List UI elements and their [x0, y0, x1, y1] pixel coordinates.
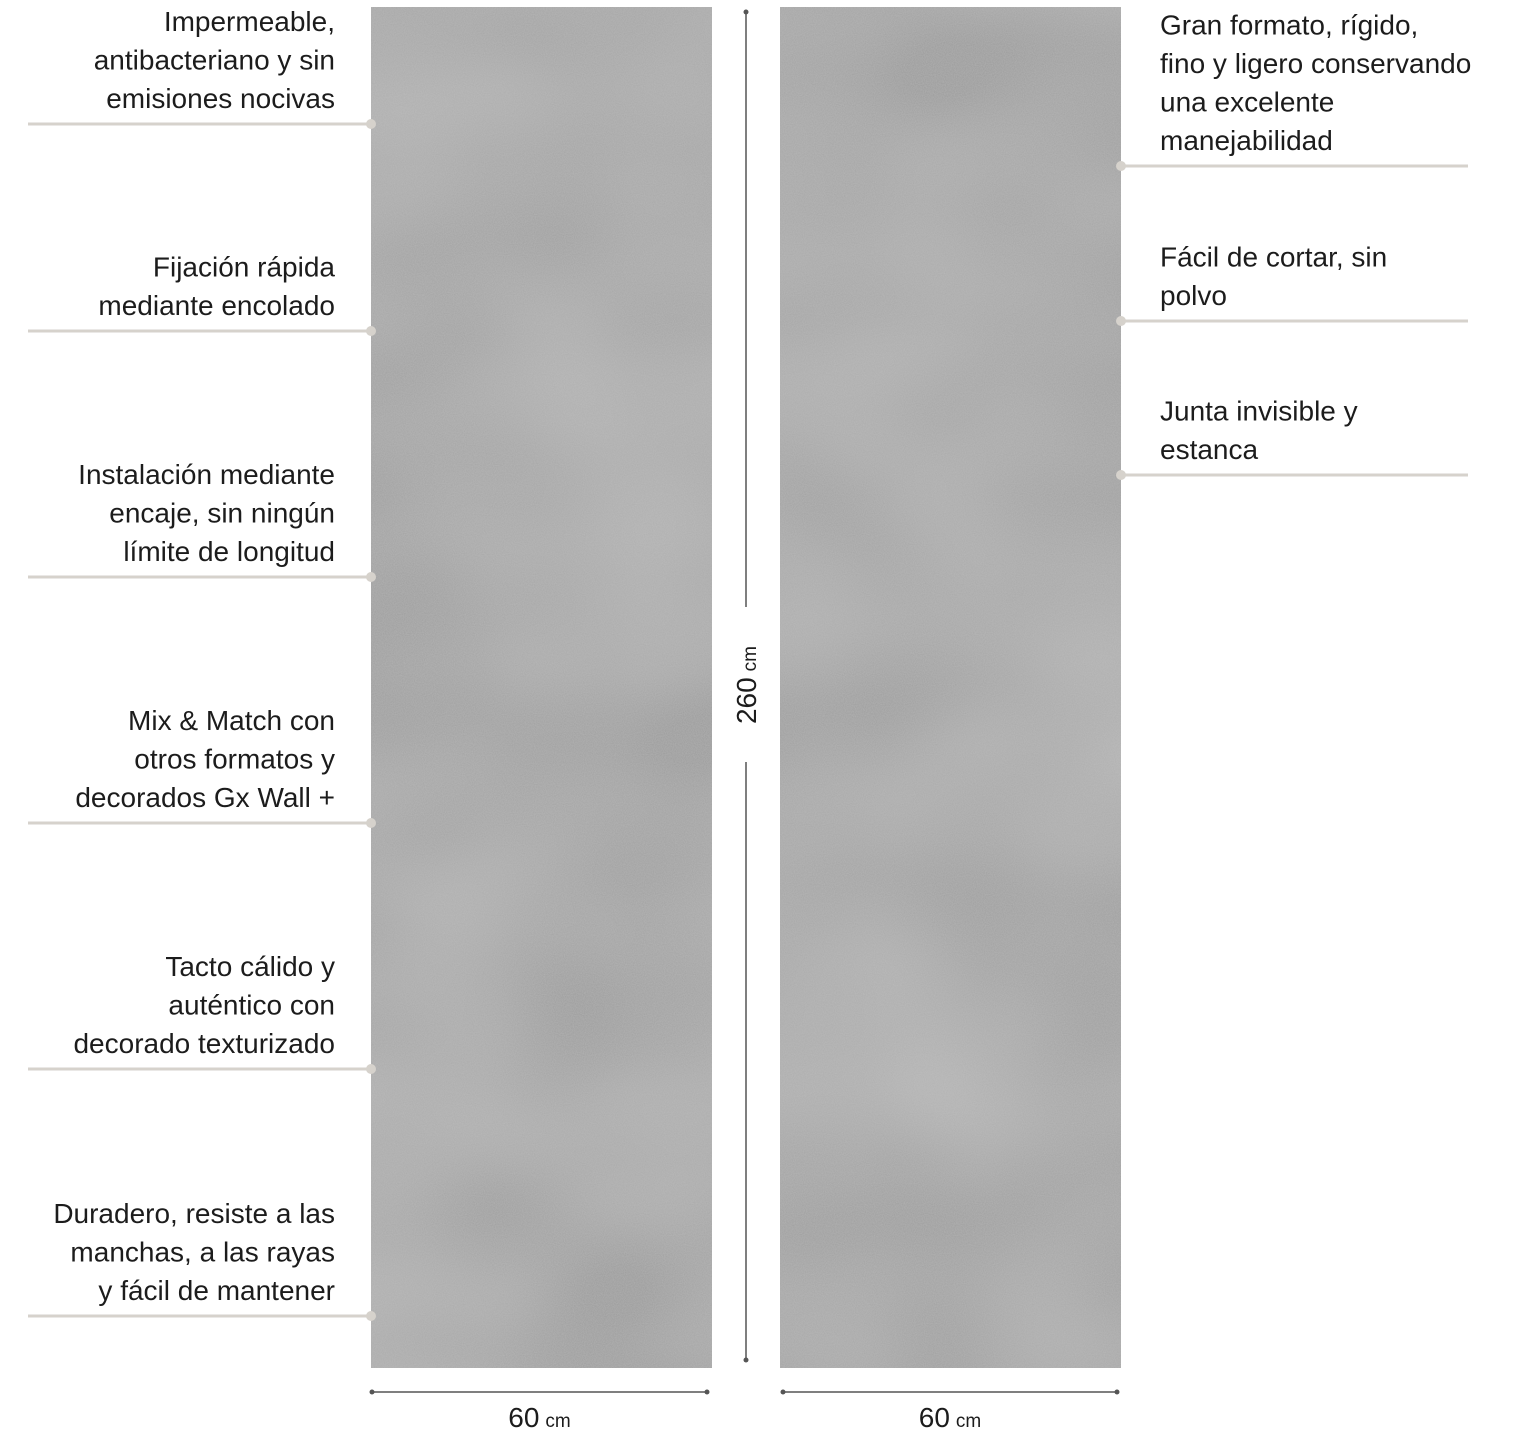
feature-text: antibacteriano y sin [94, 45, 335, 76]
feature-text: Fijación rápida [153, 252, 336, 283]
feature-text: Tacto cálido y [165, 951, 335, 982]
feature-text: Impermeable, [164, 6, 335, 37]
feature-text: manchas, a las rayas [70, 1237, 335, 1268]
leader-dot [366, 1311, 376, 1321]
feature-text: Duradero, resiste a las [53, 1198, 335, 1229]
feature-text: Mix & Match con [128, 705, 335, 736]
dimension-dot [1114, 1389, 1120, 1395]
width-label: 60 cm [919, 1402, 981, 1431]
feature-text: emisiones nocivas [106, 83, 335, 114]
feature-text: encaje, sin ningún [109, 498, 335, 529]
feature-text: una excelente [1160, 87, 1334, 118]
dimension-dot [780, 1389, 786, 1395]
width-unit: cm [545, 1411, 570, 1431]
leader-dot [366, 818, 376, 828]
leader-dot [1116, 316, 1126, 326]
feature-text: otros formatos y [134, 744, 335, 775]
dimension-dot [704, 1389, 710, 1395]
feature-text: mediante encolado [98, 290, 335, 321]
feature-text: Junta invisible y [1160, 396, 1358, 427]
feature-text: decorados Gx Wall + [75, 782, 335, 813]
height-label: 260 cm [731, 646, 762, 724]
width-value: 60 [508, 1402, 539, 1431]
width-unit: cm [956, 1411, 981, 1431]
feature-text: fino y ligero conservando [1160, 48, 1471, 79]
width-label: 60 cm [508, 1402, 570, 1431]
feature-text: auténtico con [168, 990, 335, 1021]
height-unit: cm [740, 646, 761, 671]
leader-dot [366, 1064, 376, 1074]
feature-text: polvo [1160, 280, 1227, 311]
feature-text: Gran formato, rígido, [1160, 10, 1418, 41]
leader-dot [366, 119, 376, 129]
feature-text: y fácil de mantener [98, 1275, 335, 1306]
panel-left [371, 7, 712, 1368]
leader-dot [1116, 161, 1126, 171]
leader-dot [366, 326, 376, 336]
feature-text: estanca [1160, 434, 1258, 465]
leader-dot [366, 572, 376, 582]
height-dimension: 260 cm [731, 9, 762, 1363]
height-value: 260 [731, 677, 762, 724]
feature-text: decorado texturizado [73, 1028, 335, 1059]
leader-dot [1116, 470, 1126, 480]
feature-text: Fácil de cortar, sin [1160, 242, 1387, 273]
feature-text: límite de longitud [123, 536, 335, 567]
dimension-dot [369, 1389, 375, 1395]
feature-text: Instalación mediante [78, 459, 335, 490]
feature-text: manejabilidad [1160, 125, 1333, 156]
width-value: 60 [919, 1402, 950, 1431]
panel-right [780, 7, 1121, 1368]
